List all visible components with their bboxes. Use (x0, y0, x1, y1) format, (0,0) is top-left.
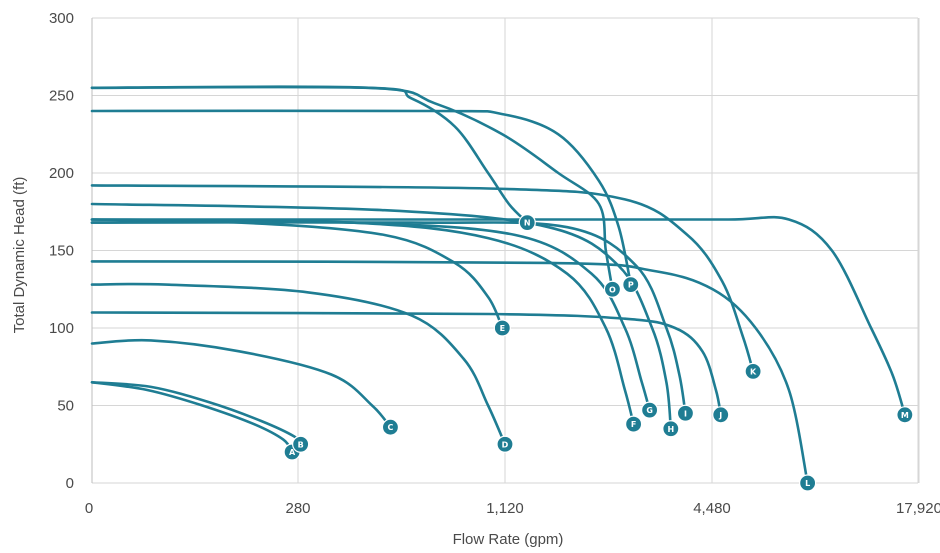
x-tick-label: 1,120 (486, 500, 524, 517)
marker-label: C (387, 423, 393, 432)
y-axis-ticks: 0 50 100 150 200 250 300 (49, 10, 74, 492)
marker-circle (712, 406, 730, 424)
y-tick-label: 100 (49, 320, 74, 337)
marker-circle (381, 418, 400, 436)
marker-circle (624, 415, 643, 433)
marker-label: D (502, 440, 509, 449)
marker-d: D (496, 435, 514, 453)
x-tick-label: 0 (85, 500, 93, 517)
marker-label: L (805, 479, 810, 488)
marker-label: J (718, 411, 722, 420)
x-axis-title: Flow Rate (gpm) (453, 531, 564, 548)
y-tick-label: 300 (49, 10, 74, 27)
marker-o: O (603, 280, 622, 298)
marker-circle (518, 214, 536, 232)
curve-a (90, 381, 294, 454)
marker-l: L (799, 474, 817, 492)
marker-f: F (624, 415, 643, 433)
y-tick-label: 200 (49, 165, 74, 182)
curve-d (90, 282, 507, 446)
x-tick-label: 280 (285, 500, 310, 517)
curve-o (90, 85, 614, 291)
pump-curves (90, 85, 907, 485)
curve-h (90, 202, 673, 431)
x-tick-label: 17,920 (896, 500, 940, 517)
curve-c (90, 338, 392, 429)
marker-b: B (292, 435, 310, 453)
curve-m (90, 215, 907, 417)
marker-circle (641, 401, 659, 419)
curve-n (90, 85, 529, 224)
marker-label: H (667, 425, 674, 434)
marker-label: K (750, 367, 757, 376)
marker-label: E (500, 324, 505, 333)
marker-p: P (622, 276, 640, 294)
marker-label: M (901, 411, 909, 420)
marker-j: J (712, 406, 730, 424)
marker-circle (493, 319, 511, 337)
marker-circle (292, 435, 310, 453)
curve-markers: AB C D E F G H I J K L M N O P (283, 214, 914, 492)
marker-circle (496, 435, 514, 453)
marker-label: I (684, 409, 687, 418)
y-tick-label: 250 (49, 88, 74, 105)
marker-m: M (896, 406, 914, 424)
y-axis-title: Total Dynamic Head (ft) (11, 177, 28, 334)
marker-circle (676, 404, 695, 422)
marker-e: E (493, 319, 511, 337)
marker-circle (662, 420, 680, 438)
marker-label: G (646, 406, 653, 415)
curve-p (90, 109, 633, 286)
marker-label: F (631, 420, 636, 429)
curve-g (90, 218, 651, 412)
curve-i (90, 220, 687, 415)
marker-label: A (289, 448, 296, 457)
x-tick-label: 4,480 (693, 500, 731, 517)
marker-circle (603, 280, 622, 298)
marker-label: O (609, 285, 616, 294)
marker-circle (799, 474, 817, 492)
marker-n: N (518, 214, 536, 232)
marker-c: C (381, 418, 400, 436)
marker-label: P (628, 281, 634, 290)
y-tick-label: 50 (57, 398, 74, 415)
curve-j (90, 311, 722, 417)
marker-g: G (641, 401, 659, 419)
marker-circle (622, 276, 640, 294)
curve-b (90, 381, 302, 446)
marker-i: I (676, 404, 695, 422)
marker-circle (896, 406, 914, 424)
curve-l (90, 260, 809, 485)
marker-circle (744, 362, 762, 380)
y-tick-label: 0 (66, 475, 74, 492)
grid-lines (91, 17, 920, 484)
curve-k (90, 184, 755, 373)
marker-label: B (298, 440, 304, 449)
marker-h: H (662, 420, 680, 438)
x-axis-ticks: 0 280 1,120 4,480 17,920 (85, 500, 940, 517)
marker-label: N (524, 219, 531, 228)
marker-k: K (744, 362, 762, 380)
y-tick-label: 150 (49, 243, 74, 260)
